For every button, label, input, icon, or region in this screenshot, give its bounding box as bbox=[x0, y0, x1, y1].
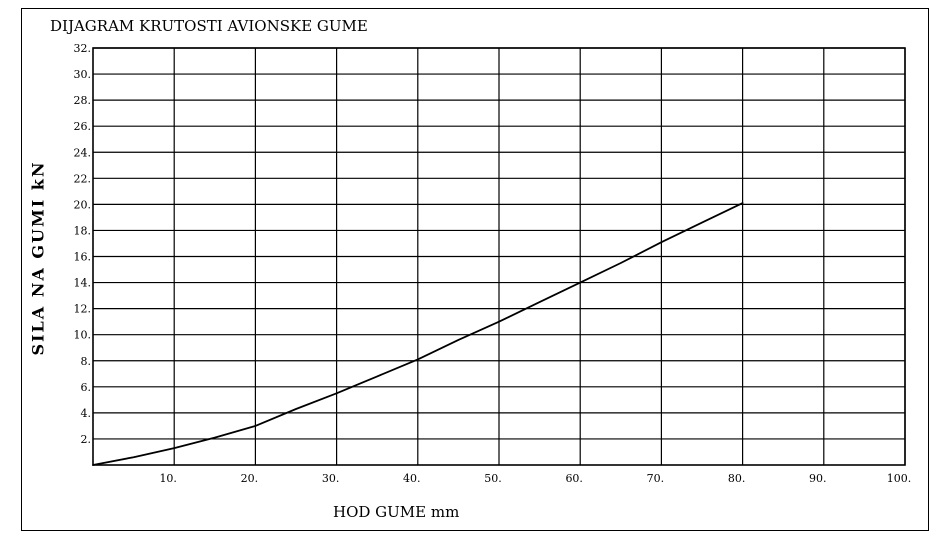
y-tick-label: 8. bbox=[81, 355, 92, 368]
y-tick-label: 28. bbox=[74, 94, 92, 107]
y-tick-label: 20. bbox=[74, 198, 92, 211]
grid-lines bbox=[92, 47, 906, 466]
y-tick-labels: 2. 4. 6. 8. 10. 12. 14. 16. 18. 20. 22. 24. 26. 28. 30… bbox=[74, 42, 92, 446]
y-tick-label: 24. bbox=[74, 146, 92, 159]
chart-frame bbox=[21, 8, 929, 531]
x-tick-label: 30. bbox=[322, 472, 340, 485]
y-tick-label: 6. bbox=[81, 381, 92, 394]
x-tick-label: 100. bbox=[887, 472, 912, 485]
y-tick-label: 30. bbox=[74, 68, 92, 81]
series-line bbox=[92, 202, 744, 466]
x-tick-label: 20. bbox=[241, 472, 259, 485]
x-tick-label: 70. bbox=[647, 472, 665, 485]
x-tick-label: 40. bbox=[403, 472, 421, 485]
x-tick-label: 90. bbox=[809, 472, 827, 485]
y-tick-label: 10. bbox=[74, 329, 92, 342]
y-tick-label: 2. bbox=[81, 433, 92, 446]
y-tick-label: 26. bbox=[74, 120, 92, 133]
x-tick-labels: 10. 20. 30. 40. 50. 60. 70. 80. 90. 100. bbox=[159, 472, 911, 485]
y-tick-label: 22. bbox=[74, 172, 92, 185]
y-tick-label: 12. bbox=[74, 303, 92, 316]
x-axis-label: HOD GUME mm bbox=[333, 503, 460, 521]
x-tick-label: 50. bbox=[484, 472, 502, 485]
x-tick-label: 80. bbox=[728, 472, 746, 485]
chart-title: DIJAGRAM KRUTOSTI AVIONSKE GUME bbox=[50, 17, 368, 35]
y-tick-label: 14. bbox=[74, 277, 92, 290]
y-tick-label: 4. bbox=[81, 407, 92, 420]
y-tick-label: 18. bbox=[74, 224, 92, 237]
y-tick-label: 32. bbox=[74, 42, 92, 55]
y-tick-label: 16. bbox=[74, 251, 92, 264]
x-tick-label: 10. bbox=[159, 472, 177, 485]
series-layer bbox=[92, 202, 744, 466]
x-tick-label: 60. bbox=[565, 472, 583, 485]
